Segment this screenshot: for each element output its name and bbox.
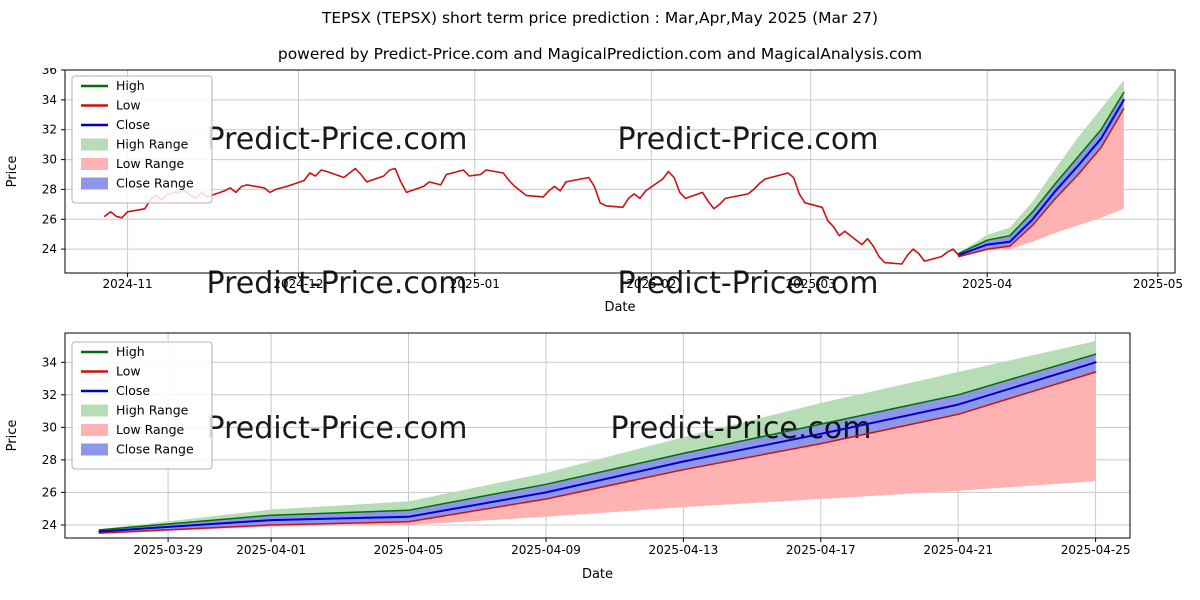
y-tick-label: 28 (42, 453, 57, 467)
y-axis-label: Price (5, 156, 20, 188)
legend-label-high-range: High Range (116, 403, 189, 418)
y-tick-label: 24 (42, 242, 57, 256)
x-tick-label: 2025-04 (962, 277, 1012, 291)
x-axis-label: Date (582, 567, 613, 582)
line-close (98, 361, 1097, 533)
x-tick-label: 2025-04-05 (374, 543, 444, 557)
y-tick-label: 34 (42, 355, 57, 369)
x-tick-label: 2025-02 (626, 277, 676, 291)
watermark: Predict-Price.com (207, 266, 468, 301)
x-tick-label: 2025-04-21 (923, 543, 993, 557)
x-tick-label: 2025-04-25 (1061, 543, 1131, 557)
watermark: Predict-Price.com (618, 266, 879, 301)
x-tick-label: 2024-11 (103, 277, 153, 291)
watermark: Predict-Price.com (207, 122, 468, 157)
legend-label-low-range: Low Range (116, 156, 185, 171)
plot-border (64, 69, 1176, 274)
y-axis-label: Price (5, 420, 20, 452)
y-tick-label: 34 (42, 93, 57, 107)
y-tick-label: 30 (42, 153, 57, 167)
legend-swatch-low-range (81, 158, 108, 170)
y-tick-label: 24 (42, 518, 57, 532)
line-high (98, 353, 1097, 531)
y-tick-label: 32 (42, 388, 57, 402)
x-tick-label: 2025-04-17 (786, 543, 856, 557)
x-tick-label: 2025-04-01 (236, 543, 306, 557)
forecast-detail-chart: Predict-Price.com Predict-Price.com 2025-0… (5, 332, 1131, 582)
x-tick-label: 2025-04-13 (649, 543, 719, 557)
x-tick-label: 2025-05 (1133, 277, 1183, 291)
line-low-history (104, 167, 960, 265)
legend-label-high: High (116, 344, 145, 359)
main-prediction-chart: Predict-Price.com Predict-Price.com Predic… (5, 68, 1183, 315)
legend-label-high-range: High Range (116, 137, 189, 152)
line-close (957, 98, 1125, 257)
band-low-range (958, 108, 1124, 258)
x-tick-label: 2025-03-29 (133, 543, 203, 557)
legend-label-close-range: Close Range (116, 176, 194, 191)
y-tick-label: 26 (42, 485, 57, 499)
watermark: Predict-Price.com (618, 122, 879, 157)
legend-swatch-low-range (81, 424, 108, 436)
watermark: Predict-Price.com (207, 411, 468, 446)
page-title: TEPSX (TEPSX) short term price predictio… (321, 9, 879, 27)
legend-label-low: Low (116, 98, 141, 113)
watermark: Predict-Price.com (611, 411, 872, 446)
y-tick-label: 36 (42, 68, 57, 77)
legend-label-close: Close (116, 383, 150, 398)
legend-box (71, 341, 213, 470)
y-tick-label: 26 (42, 212, 57, 226)
legend-label-close-range: Close Range (116, 442, 194, 457)
legend-swatch-close-range (81, 443, 108, 456)
legend-swatch-close-range (81, 177, 108, 190)
x-tick-label: 2025-04-09 (511, 543, 581, 557)
line-low-forecast (98, 371, 1097, 534)
line-low-forecast (957, 108, 1125, 258)
legend-swatch-high-range (81, 138, 108, 151)
page-subtitle: powered by Predict-Price.com and Magical… (277, 45, 923, 63)
legend-swatch-high-range (81, 404, 108, 417)
legend-label-low: Low (116, 364, 141, 379)
x-axis-label: Date (604, 300, 635, 315)
y-tick-label: 30 (42, 420, 57, 434)
legend-label-low-range: Low Range (116, 422, 185, 437)
line-high (957, 91, 1125, 255)
band-low-range (99, 372, 1096, 534)
x-tick-label: 2025-03 (786, 277, 836, 291)
legend-label-close: Close (116, 117, 150, 132)
plot-border (64, 332, 1131, 539)
y-tick-label: 32 (42, 123, 57, 137)
legend-box (71, 75, 213, 204)
y-tick-label: 28 (42, 182, 57, 196)
legend-label-high: High (116, 78, 145, 93)
x-tick-label: 2024-12 (273, 277, 323, 291)
x-tick-label: 2025-01 (450, 277, 500, 291)
